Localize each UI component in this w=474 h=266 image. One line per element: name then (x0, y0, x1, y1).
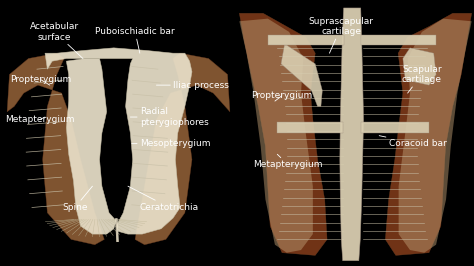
Polygon shape (361, 122, 429, 133)
Text: Acetabular
surface: Acetabular surface (30, 22, 83, 59)
Polygon shape (385, 13, 472, 255)
Polygon shape (7, 53, 104, 245)
Polygon shape (239, 19, 313, 253)
Text: Iliac process: Iliac process (156, 81, 229, 90)
Text: Propterygium: Propterygium (10, 75, 72, 85)
Polygon shape (281, 45, 322, 106)
Text: Radial
pterygiophores: Radial pterygiophores (130, 107, 209, 127)
Text: Ceratotrichia: Ceratotrichia (128, 186, 199, 212)
Polygon shape (361, 35, 436, 45)
Polygon shape (277, 122, 343, 133)
Text: Scapular
cartilage: Scapular cartilage (402, 65, 442, 93)
Text: Propterygium: Propterygium (251, 91, 312, 101)
Polygon shape (239, 13, 327, 255)
Text: Metapterygium: Metapterygium (254, 154, 323, 169)
Text: Metapterygium: Metapterygium (5, 115, 74, 124)
Polygon shape (268, 35, 344, 45)
Text: Coracoid bar: Coracoid bar (379, 136, 447, 148)
Polygon shape (45, 48, 192, 234)
Polygon shape (403, 48, 436, 85)
Polygon shape (135, 53, 230, 245)
Text: Mesopterygium: Mesopterygium (132, 139, 210, 148)
Polygon shape (399, 19, 472, 253)
Text: Suprascapular
cartilage: Suprascapular cartilage (309, 17, 374, 53)
Text: Spine: Spine (62, 186, 92, 212)
Polygon shape (340, 8, 364, 261)
Text: Puboischiadic bar: Puboischiadic bar (95, 27, 175, 53)
